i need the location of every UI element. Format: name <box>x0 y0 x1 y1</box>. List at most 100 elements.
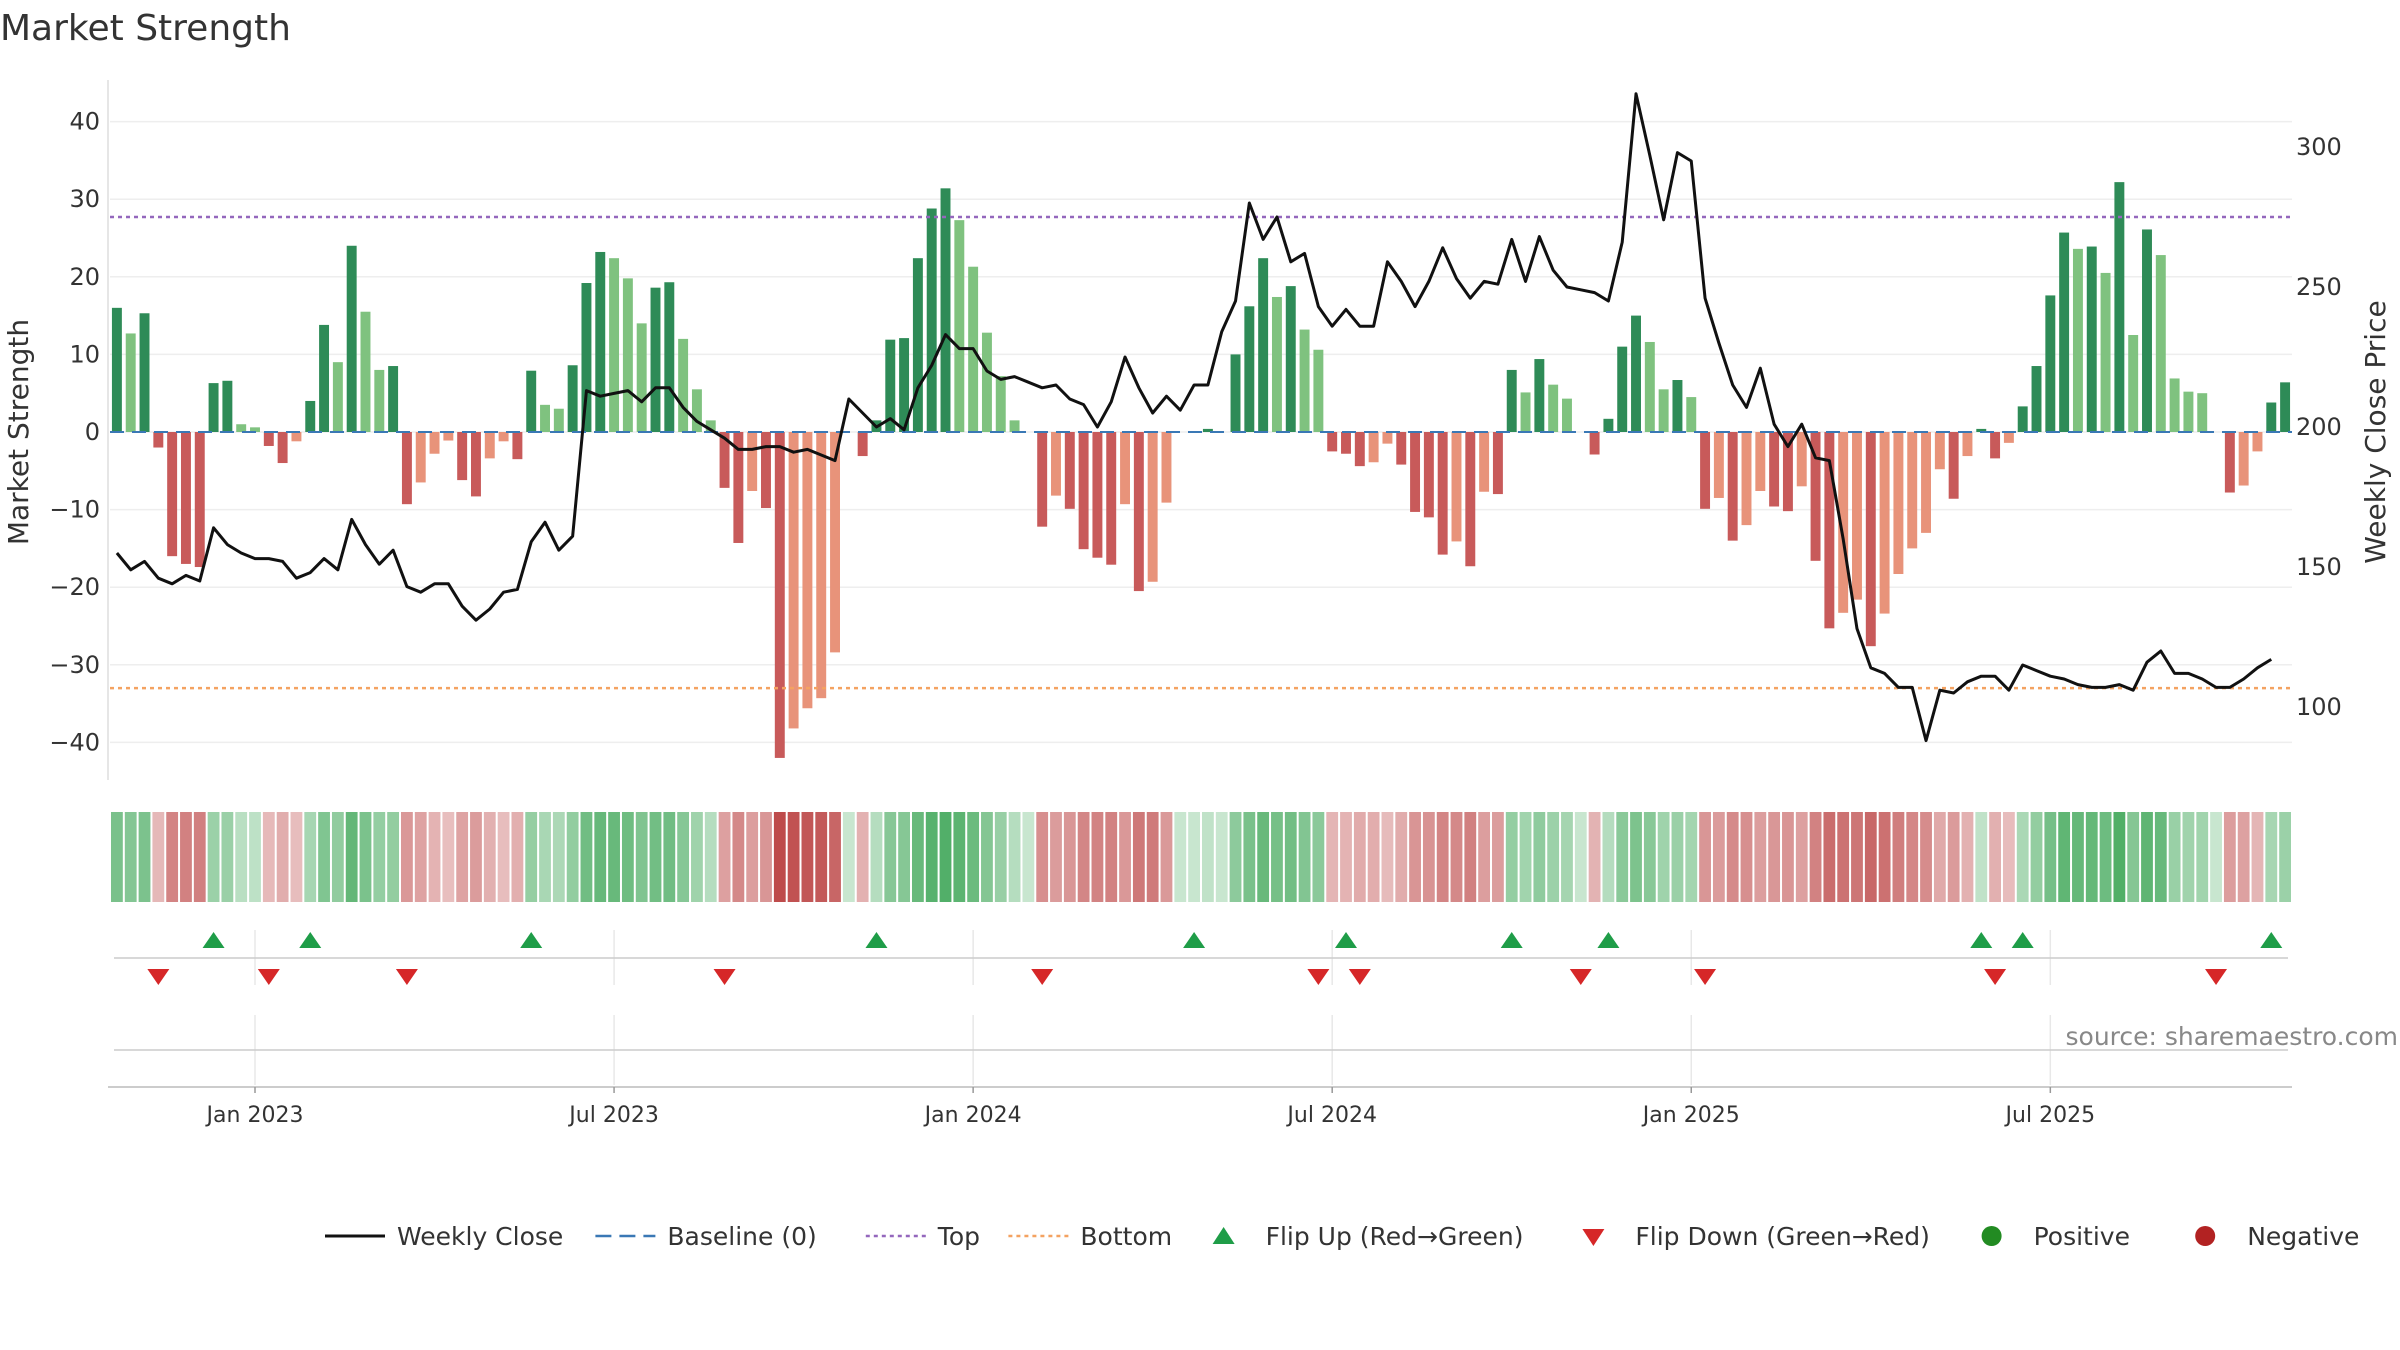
strength-bar <box>512 432 523 460</box>
heat-cell <box>1353 812 1366 902</box>
legend-item: Baseline (0) <box>595 1222 817 1251</box>
legend-item: Top <box>865 1222 980 1251</box>
heat-cell <box>1091 812 1104 902</box>
strength-bar <box>2224 432 2235 493</box>
heat-cell <box>1132 812 1145 902</box>
strength-bar <box>1796 432 1807 487</box>
heat-cell <box>1063 812 1076 902</box>
heat-cell <box>1381 812 1394 902</box>
strength-bar <box>788 432 799 729</box>
strength-bar <box>2169 378 2180 432</box>
strength-bar <box>1824 432 1835 629</box>
strength-bar <box>2003 432 2014 443</box>
heat-cell <box>953 812 966 902</box>
strength-bar <box>719 432 730 488</box>
heat-cell <box>1588 812 1601 902</box>
legend-item: Negative <box>2195 1222 2359 1251</box>
strength-bar <box>484 432 495 459</box>
strength-bar <box>1631 315 1641 432</box>
y-tick-label: 40 <box>69 108 100 136</box>
heat-cell <box>276 812 289 902</box>
heat-cell <box>1257 812 1270 902</box>
heat-cell <box>1367 812 1380 902</box>
legend-swatch-circle <box>2195 1226 2216 1246</box>
strength-bar <box>1769 432 1780 507</box>
flip-up-marker <box>865 932 888 948</box>
heat-cell <box>2237 812 2250 902</box>
flip-down-marker <box>395 969 418 985</box>
heat-cell <box>511 812 524 902</box>
strength-bar <box>567 365 578 432</box>
heat-cell <box>994 812 1007 902</box>
heat-cell <box>815 812 828 902</box>
strength-bar <box>2100 272 2111 432</box>
strength-bar <box>622 278 633 432</box>
heat-cell <box>373 812 386 902</box>
heat-cell <box>1422 812 1435 902</box>
heat-cell <box>829 812 841 902</box>
strength-bar <box>1299 329 1310 432</box>
strength-bar <box>636 323 647 432</box>
strength-bar <box>1548 384 1559 432</box>
strength-bar <box>1285 286 1296 432</box>
strength-bar <box>1410 432 1421 512</box>
heat-cell <box>387 812 400 902</box>
heat-cell <box>1298 812 1311 902</box>
strength-bar <box>236 424 247 432</box>
strength-bar <box>305 400 316 432</box>
heat-cell <box>1643 812 1656 902</box>
heat-cell <box>1478 812 1491 902</box>
strength-bar <box>2059 232 2070 432</box>
strength-bar <box>1810 432 1821 561</box>
strength-bar <box>1451 432 1462 542</box>
heat-cell <box>2265 812 2278 902</box>
heat-cell <box>2251 812 2264 902</box>
strength-bar <box>581 283 592 432</box>
legend-item: Flip Down (Green→Red) <box>1582 1222 1930 1251</box>
heat-cell <box>898 812 910 902</box>
heat-cell <box>2113 812 2126 902</box>
strength-bar <box>2142 229 2152 432</box>
heat-cell <box>842 812 855 902</box>
strength-bar <box>1064 432 1075 509</box>
strength-bar <box>1589 432 1600 455</box>
strength-bar <box>2252 432 2263 452</box>
heat-cell <box>180 812 192 902</box>
heat-cell <box>1699 812 1711 902</box>
heat-cell <box>414 812 427 902</box>
heat-cell <box>732 812 745 902</box>
heat-cell <box>2223 812 2236 902</box>
x-tick-label: Jan 2023 <box>205 1103 304 1128</box>
heat-cell <box>1878 812 1891 902</box>
strength-bar <box>2086 246 2097 432</box>
legend-item: Weekly Close <box>325 1222 563 1251</box>
heat-cell <box>1616 812 1629 902</box>
strength-bar <box>2045 295 2056 432</box>
strength-bar <box>802 432 813 709</box>
heat-cell <box>856 812 869 902</box>
heat-cell <box>870 812 883 902</box>
flip-down-marker <box>1984 969 2007 985</box>
flip-up-marker <box>1500 932 1523 948</box>
strength-bar <box>360 311 371 432</box>
strength-bar <box>319 324 330 432</box>
heat-cell <box>1284 812 1297 902</box>
strength-bar <box>1423 432 1434 518</box>
heat-cell <box>1740 812 1753 902</box>
flip-markers <box>114 932 2288 1051</box>
strength-bar <box>1382 432 1393 444</box>
flip-down-marker <box>1694 969 1717 985</box>
legend-label: Flip Down (Green→Red) <box>1635 1222 1930 1251</box>
heat-cell <box>1105 812 1118 902</box>
heat-cell <box>1574 812 1587 902</box>
strength-bar <box>1341 432 1351 454</box>
heat-cell <box>1657 812 1670 902</box>
heat-cell <box>304 812 317 902</box>
heat-cell <box>2085 812 2098 902</box>
heat-cell <box>773 812 786 902</box>
legend-label: Positive <box>2034 1222 2130 1251</box>
strength-bar <box>940 188 951 432</box>
strength-bar <box>1437 432 1448 555</box>
strength-bar <box>912 258 923 432</box>
heat-cell <box>746 812 759 902</box>
